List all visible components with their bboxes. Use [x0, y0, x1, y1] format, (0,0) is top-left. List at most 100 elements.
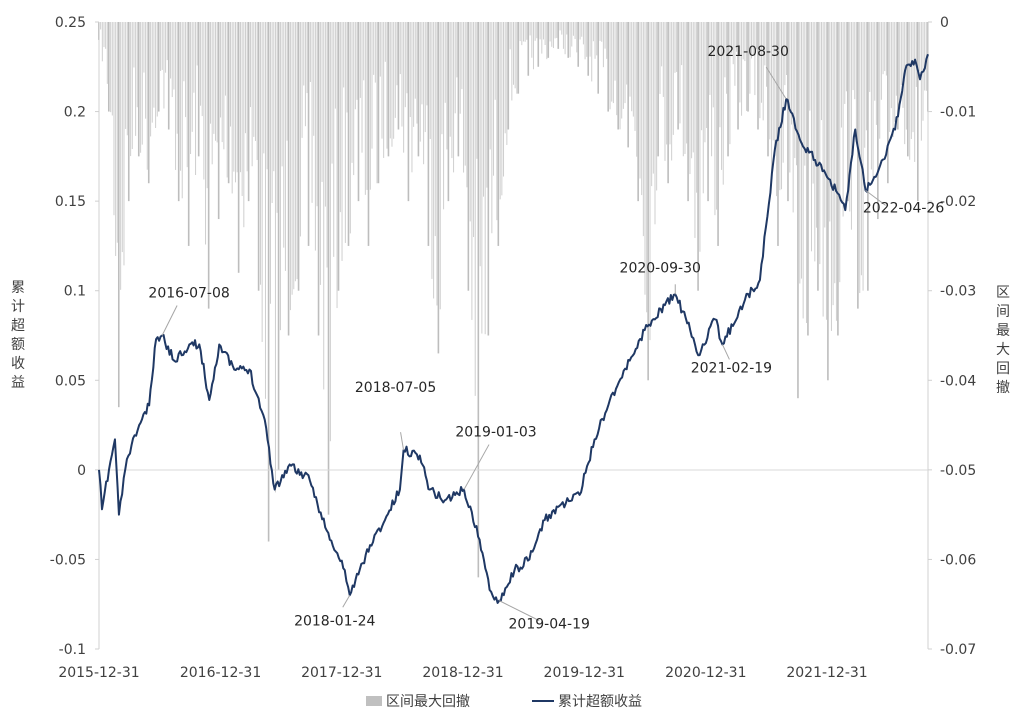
- drawdown-bar: [293, 22, 295, 290]
- drawdown-bar: [411, 22, 413, 173]
- drawdown-bar: [201, 22, 203, 117]
- drawdown-bar: [447, 22, 450, 202]
- drawdown-bar: [741, 22, 743, 116]
- drawdown-bar: [251, 22, 253, 167]
- drawdown-bar: [924, 22, 926, 91]
- drawdown-bar: [617, 22, 619, 130]
- right-tick-label: 0: [940, 15, 949, 31]
- drawdown-bar: [143, 22, 145, 73]
- drawdown-bar: [549, 22, 551, 42]
- drawdown-bar: [704, 22, 706, 143]
- drawdown-bar: [317, 22, 320, 336]
- drawdown-bar: [254, 22, 256, 141]
- drawdown-bar: [572, 22, 574, 36]
- drawdown-bar: [165, 22, 167, 73]
- drawdown-bar: [226, 22, 228, 178]
- drawdown-bar: [577, 22, 580, 67]
- drawdown-bar: [150, 22, 152, 137]
- drawdown-bar: [751, 22, 753, 59]
- drawdown-bar: [912, 22, 914, 133]
- drawdown-bar: [754, 22, 756, 96]
- drawdown-bar: [569, 22, 571, 58]
- drawdown-bar: [566, 22, 568, 35]
- drawdown-bar: [865, 22, 867, 131]
- drawdown-bar: [223, 22, 225, 150]
- drawdown-bar: [431, 22, 433, 279]
- drawdown-bar: [571, 22, 573, 47]
- drawdown-bar: [271, 22, 273, 203]
- drawdown-bar: [371, 22, 373, 149]
- drawdown-bar: [414, 22, 416, 99]
- drawdown-bar: [263, 22, 265, 154]
- drawdown-bar: [406, 22, 408, 94]
- left-tick-label: 0.1: [64, 284, 86, 300]
- drawdown-bar: [682, 22, 684, 157]
- drawdown-bar: [910, 22, 912, 139]
- drawdown-bar: [294, 22, 296, 282]
- drawdown-bar: [393, 22, 395, 139]
- drawdown-bar: [514, 22, 516, 89]
- drawdown-bar: [884, 22, 886, 72]
- drawdown-bar: [686, 22, 688, 144]
- drawdown-bar: [609, 22, 611, 110]
- drawdown-bar: [354, 22, 356, 110]
- drawdown-bar: [333, 22, 335, 257]
- drawdown-bar: [361, 22, 363, 153]
- drawdown-bar: [656, 22, 658, 191]
- drawdown-bar: [461, 22, 463, 90]
- drawdown-bar: [257, 22, 260, 291]
- drawdown-bar: [562, 22, 564, 49]
- drawdown-bar: [779, 22, 781, 191]
- drawdown-bar: [309, 22, 311, 82]
- drawdown-bar: [626, 22, 628, 85]
- drawdown-bar: [127, 22, 130, 202]
- drawdown-bar: [197, 22, 200, 157]
- drawdown-bar: [604, 22, 606, 49]
- drawdown-bar: [661, 22, 663, 67]
- drawdown-bar: [151, 22, 153, 123]
- annotation-leader-line: [400, 432, 405, 451]
- drawdown-bar: [802, 22, 804, 319]
- drawdown-bar: [799, 22, 801, 284]
- drawdown-bar: [592, 22, 594, 42]
- drawdown-bar: [855, 22, 857, 142]
- drawdown-bar: [591, 22, 593, 82]
- drawdown-bar: [877, 22, 879, 220]
- drawdown-bar: [103, 22, 105, 48]
- x-tick-label: 2020-12-31: [665, 665, 746, 681]
- drawdown-bar: [860, 22, 862, 276]
- drawdown-bar: [914, 22, 916, 162]
- drawdown-bar: [766, 22, 768, 87]
- drawdown-bar: [185, 22, 187, 118]
- drawdown-bar: [769, 22, 771, 140]
- annotation-label: 2022-04-26: [863, 200, 944, 216]
- drawdown-bar: [217, 22, 220, 220]
- drawdown-bar: [347, 22, 350, 246]
- drawdown-bar: [321, 22, 323, 182]
- drawdown-bar: [383, 22, 385, 158]
- drawdown-bar: [243, 22, 245, 228]
- drawdown-bar: [616, 22, 618, 116]
- drawdown-bar: [909, 22, 911, 160]
- drawdown-bar: [819, 22, 821, 265]
- drawdown-bar: [107, 22, 110, 112]
- drawdown-bar: [145, 22, 147, 119]
- drawdown-bar: [915, 22, 917, 87]
- drawdown-bar: [849, 22, 851, 212]
- right-tick-label: -0.04: [940, 373, 976, 389]
- drawdown-bar: [521, 22, 523, 46]
- drawdown-bar: [671, 22, 673, 161]
- drawdown-bar: [284, 22, 286, 271]
- x-tick-label: 2019-12-31: [544, 665, 625, 681]
- drawdown-bar: [356, 22, 358, 100]
- annotation-label: 2019-04-19: [509, 617, 590, 633]
- drawdown-bar: [167, 22, 170, 130]
- drawdown-bar: [850, 22, 852, 230]
- drawdown-bar: [567, 22, 570, 58]
- drawdown-bar: [373, 22, 375, 75]
- drawdown-bar: [213, 22, 215, 134]
- drawdown-bar: [386, 22, 388, 149]
- drawdown-bar: [357, 22, 360, 202]
- drawdown-bar: [424, 22, 426, 133]
- drawdown-bar: [267, 22, 270, 542]
